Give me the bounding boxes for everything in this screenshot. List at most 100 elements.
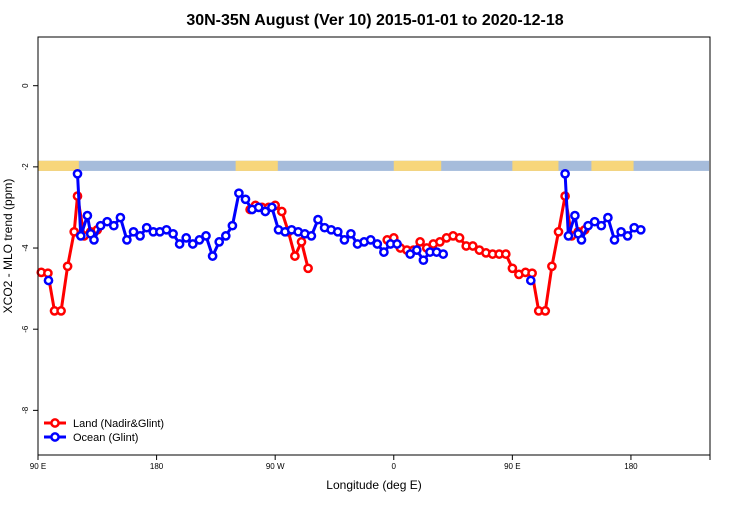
data-point [306,231,317,241]
data-point [622,231,633,241]
data-point [405,249,416,259]
data-point [161,224,172,235]
data-point [339,235,350,245]
data-point [296,237,307,247]
data-point [603,212,613,223]
data-point [62,261,73,272]
data-point [102,216,113,227]
x-tick-label: 180 [624,462,638,471]
x-tick-label: 90 E [30,462,46,471]
legend: Land (Nadir&Glint) Ocean (Glint) [44,418,164,444]
data-point [75,231,86,241]
data-point [435,237,445,247]
y-axis-label: XCO2 - MLO trend (ppm) [1,179,15,314]
land-strip-span [393,160,442,171]
data-point [540,306,551,316]
legend-label: Land (Nadir&Glint) [73,418,164,430]
data-point [303,263,313,274]
ocean-strip [39,160,709,171]
data-point [553,226,564,237]
land-strip-span [591,160,634,171]
y-tick-label: -6 [21,325,30,333]
y-axis: 0 -2 -4 -6 -8 [21,83,38,414]
x-axis: 90 E 180 90 W 0 90 E 180 [30,455,711,471]
legend-label: Ocean (Glint) [73,432,138,444]
data-point [267,202,277,213]
y-tick-label: -4 [21,244,30,252]
data-point [560,168,570,179]
plot-frame [37,36,711,456]
data-point [563,231,574,241]
data-point [332,226,343,237]
data-point [589,216,600,227]
data-point [227,220,238,231]
data-point [411,245,422,255]
data-point [141,222,152,233]
data-point [276,206,287,217]
data-point [72,168,83,179]
data-point [260,206,271,217]
data-point [108,220,119,231]
data-point [214,237,225,247]
x-axis-label: Longitude (deg E) [326,478,421,492]
data-point [89,235,99,245]
data-point [616,226,626,237]
data-point [115,212,126,223]
land-ocean-strip [38,160,709,171]
legend-marker [50,432,60,442]
data-point [525,275,536,286]
data-point [220,231,231,241]
data-point [56,306,66,316]
x-tick-label: 0 [392,462,397,471]
data-point [82,210,93,221]
data-point [253,202,264,213]
legend-marker [50,418,60,428]
data-point [583,220,593,231]
data-point [527,268,537,279]
data-point [240,194,251,205]
x-tick-label: 180 [150,462,164,471]
data-point [69,226,80,237]
data-point [392,239,402,249]
x-tick-label: 90 W [266,462,285,471]
data-point [122,235,132,245]
data-point [418,255,429,266]
data-point [576,235,587,245]
chart-title: 30N-35N August (Ver 10) 2015-01-01 to 20… [186,12,563,29]
data-point [187,239,198,249]
x-tick-label: 90 E [504,462,520,471]
land-strip-span [38,160,79,171]
data-point [207,251,218,261]
data-point [128,226,139,237]
series-land [36,191,590,316]
data-point [43,275,54,286]
y-tick-label: 0 [21,83,30,88]
series-layer [36,168,646,316]
data-point [570,210,580,221]
data-point [609,235,620,245]
data-point [135,231,145,241]
data-point [201,231,211,241]
data-point [95,220,106,231]
data-point [234,188,244,199]
data-point [365,235,376,245]
y-tick-label: -8 [21,406,30,414]
data-point [181,233,192,243]
data-point [372,239,383,249]
data-point [194,235,205,245]
data-point [454,233,465,243]
data-point [346,228,356,239]
data-point [379,247,389,257]
y-tick-label: -2 [21,163,30,171]
data-point [596,220,607,231]
data-point [174,239,185,249]
data-point [635,224,646,235]
data-point [438,249,449,259]
data-point [507,263,518,274]
data-point [500,249,511,259]
land-strip-span [512,160,559,171]
data-point [415,237,425,247]
data-point [290,251,300,261]
